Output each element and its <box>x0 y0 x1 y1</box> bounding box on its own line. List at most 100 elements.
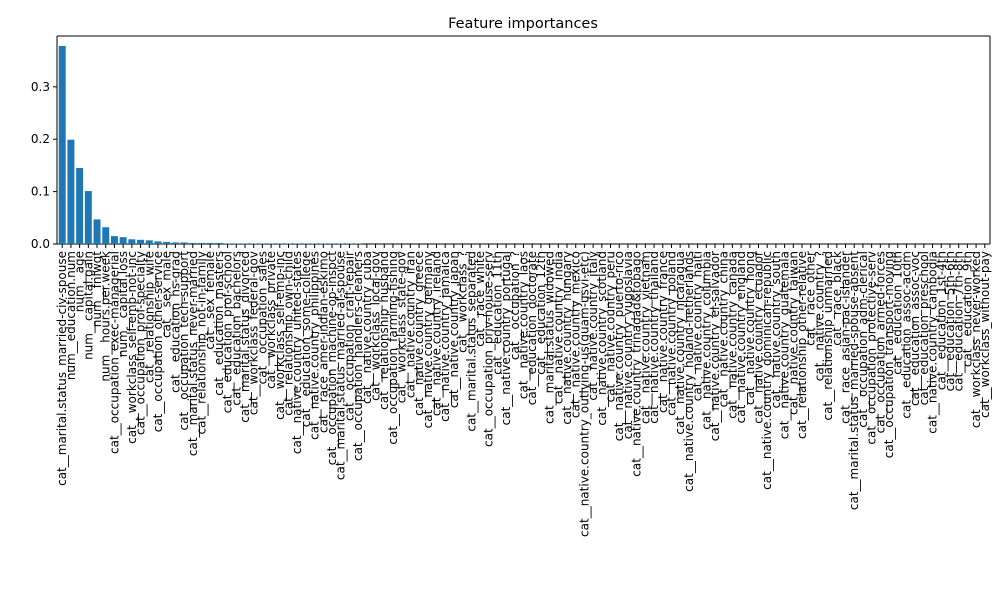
x-tick-label: cat__native.country_poland <box>664 251 678 416</box>
x-tick-label: cat__native.country_south <box>769 251 783 408</box>
x-tick-label: cat__native.country_puerto-rico <box>612 251 626 441</box>
x-tick-label: cat__workclass_federal-gov <box>247 251 261 415</box>
bar <box>84 191 92 244</box>
bar <box>354 243 362 244</box>
bar <box>224 243 232 244</box>
chart-title: Feature importances <box>448 16 598 32</box>
bar <box>76 168 84 244</box>
x-tick-label: cat__native.country_ecuador <box>751 251 765 424</box>
bar <box>215 242 223 244</box>
x-tick-label: cat__native.country_hungary <box>560 251 574 425</box>
x-tick-label: cat__education_assoc-acdm <box>899 251 913 419</box>
y-tick-label: 0.1 <box>31 185 50 199</box>
bar <box>197 242 205 244</box>
x-tick-label: cat__sex_female <box>203 251 217 350</box>
x-tick-label: cat__workclass_never-worked <box>969 251 983 428</box>
x-tick-label: cat__workclass_? <box>456 251 470 353</box>
bar <box>206 242 214 244</box>
x-tick-label: cat__native.country_el-salvador <box>708 251 722 441</box>
x-tick-label: cat__occupation_machine-op-inspct <box>325 251 339 466</box>
x-tick-label: num__capital.gain <box>81 251 95 360</box>
x-tick-label: cat__native.country_germany <box>421 251 435 428</box>
bar <box>293 243 301 244</box>
x-tick-label: cat__marital.status_divorced <box>238 251 252 423</box>
x-tick-label: cat__relationship_own-child <box>282 251 296 416</box>
x-tick-label: cat__native.country_outlying-us(guam-usv… <box>577 251 591 537</box>
bar <box>285 243 292 244</box>
bar <box>311 243 319 244</box>
x-tick-label: cat__native.country_cambodia <box>926 251 940 434</box>
x-tick-label: cat__native.country_england <box>734 251 748 423</box>
x-tick-label: cat__native.country_jamaica <box>438 251 452 422</box>
x-tick-label: cat__education_preschool <box>917 251 931 405</box>
bar <box>137 239 145 244</box>
x-tick-label: cat__education_some-college <box>299 251 313 427</box>
x-tick-label: num__hours.per.week <box>99 251 113 382</box>
x-tick-label: cat__native.country_india <box>551 251 565 404</box>
x-tick-label: cat__native.country_hong <box>743 251 757 405</box>
x-tick-label: cat__race_other <box>804 251 818 346</box>
x-tick-label: cat__workclass_self-emp-inc <box>273 251 287 420</box>
bar <box>232 243 240 244</box>
x-tick-label: cat__education_12th <box>534 251 548 375</box>
y-tick-label: 0.0 <box>31 237 50 251</box>
bar <box>58 45 66 245</box>
bar <box>337 243 345 244</box>
x-tick-label: cat__native.country_trinadad&tobago <box>630 251 644 477</box>
x-tick-label: num__capital.loss <box>116 251 130 357</box>
bar <box>102 227 110 244</box>
x-tick-label: cat__native.country_china <box>717 251 731 407</box>
x-tick-label: cat__relationship_husband <box>377 251 391 410</box>
x-tick-label: cat__native.country_haiti <box>691 251 705 401</box>
y-tick-label: 0.3 <box>31 80 50 94</box>
x-tick-label: cat__occupation_adm-clerical <box>856 251 870 428</box>
x-tick-label: cat__native.country_greece <box>412 251 426 416</box>
bar <box>189 242 197 244</box>
x-tick-label: cat__native.country_ireland <box>429 251 443 416</box>
x-tick-label: cat__race_asian-pac-islander <box>839 251 853 424</box>
x-tick-label: cat__native.country_peru <box>604 251 618 402</box>
x-tick-label: cat__education_7th-8th <box>952 251 966 391</box>
bar <box>119 237 127 244</box>
bar <box>328 243 336 244</box>
x-tick-label: cat__native.country_thailand <box>647 251 661 424</box>
x-tick-label: cat__native.country_? <box>812 251 826 381</box>
bar <box>171 242 179 244</box>
x-tick-label: cat__sex_male <box>160 251 174 338</box>
x-tick-label: cat__education_assoc-voc <box>908 251 922 406</box>
x-tick-label: cat__education_masters <box>212 251 226 396</box>
x-tick-label: cat__education_11th <box>490 251 504 375</box>
x-tick-label: cat__marital.status_never-married <box>186 251 200 456</box>
x-tick-label: cat__native.country_scotland <box>595 251 609 426</box>
x-tick-label: cat__marital.status_married-af-spouse <box>334 251 348 480</box>
x-tick-label: num__age <box>73 251 87 312</box>
x-tick-label: cat__occupation_handlers-cleaners <box>351 251 365 461</box>
x-tick-label: cat__native.country_cuba <box>360 251 374 404</box>
x-tick-label: cat__native.country_japan <box>447 251 461 408</box>
x-tick-label: cat__occupation_? <box>508 251 522 360</box>
x-tick-label: cat__education_1st-4th <box>934 251 948 390</box>
x-tick-label: cat__occupation_farming-fishing <box>386 251 400 445</box>
bar <box>110 236 118 244</box>
x-tick-label: cat__marital.status_separated <box>464 251 478 432</box>
x-tick-label: cat__workclass_local-gov <box>369 251 383 401</box>
x-tick-label: cat__native.country_vietnam <box>638 251 652 424</box>
bar <box>180 242 188 244</box>
x-tick-label: cat__occupation_craft-repair <box>342 251 356 421</box>
x-tick-label: cat__native.country_mexico <box>569 251 583 418</box>
x-tick-label: cat__marital.status_married-spouse-absen… <box>847 251 861 510</box>
x-tick-label: cat__race_white <box>473 251 487 347</box>
x-tick-label: cat__occupation_prof-specialty <box>134 251 148 435</box>
x-tick-label: cat__education_hs-grad <box>168 251 182 393</box>
x-tick-label: cat__native.country_dominican-republic <box>760 251 774 490</box>
x-tick-label: cat__native.country_laos <box>517 251 531 399</box>
x-tick-label: num__education.num <box>64 251 78 380</box>
bar <box>319 243 327 244</box>
x-tick-label: cat__education_5th-6th <box>943 251 957 391</box>
x-tick-label: cat__native.country_yugoslavia <box>621 251 635 439</box>
x-tick-label: cat__education_10th <box>891 251 905 375</box>
x-tick-label: num__fnlwgt <box>90 251 104 327</box>
bar <box>250 243 258 244</box>
x-tick-label: cat__native.country_holand-netherlands <box>682 251 696 492</box>
